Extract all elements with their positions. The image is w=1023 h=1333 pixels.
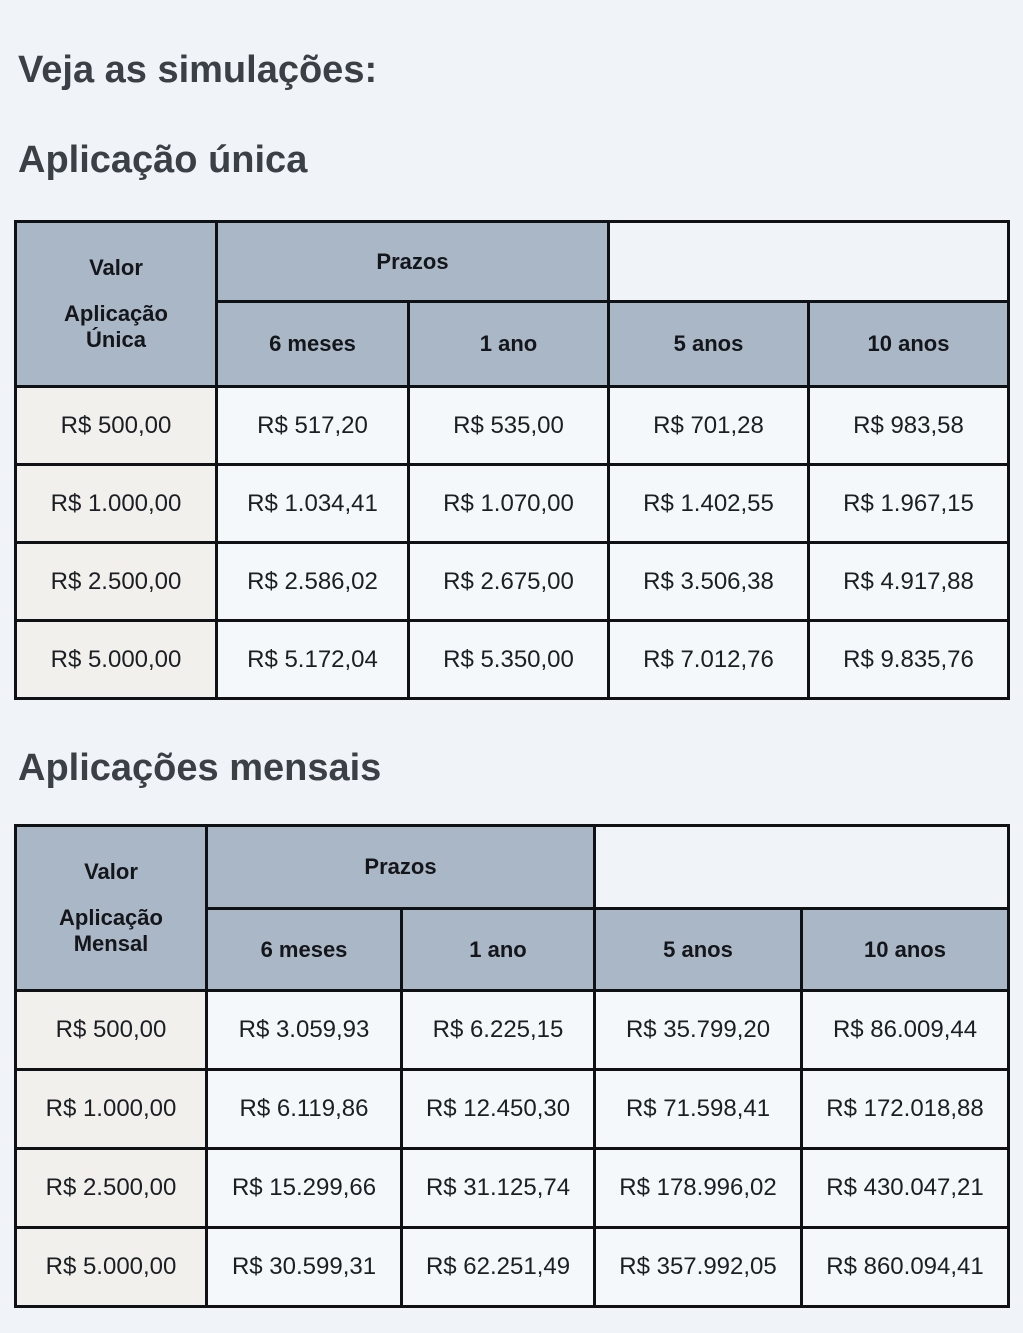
table-row: R$ 1.000,00 R$ 6.119,86 R$ 12.450,30 R$ … (14, 1068, 1010, 1150)
value-cell: R$ 430.047,21 (800, 1147, 1010, 1229)
value-cell: R$ 1.034,41 (215, 463, 410, 544)
value-cell: R$ 701,28 (607, 385, 810, 466)
corner-label-valor: Valor (89, 255, 143, 280)
row-label-cell: R$ 2.500,00 (14, 541, 218, 622)
row-label-cell: R$ 500,00 (14, 989, 208, 1071)
value-cell: R$ 7.012,76 (607, 619, 810, 700)
table-aplicacoes-mensais: Valor Aplicação Mensal Prazos 6 meses 1 … (14, 824, 1010, 1308)
table-row: R$ 5.000,00 R$ 5.172,04 R$ 5.350,00 R$ 7… (14, 619, 1010, 700)
value-cell: R$ 15.299,66 (205, 1147, 403, 1229)
row-label-cell: R$ 500,00 (14, 385, 218, 466)
value-cell: R$ 983,58 (807, 385, 1010, 466)
value-cell: R$ 31.125,74 (400, 1147, 596, 1229)
value-cell: R$ 357.992,05 (593, 1226, 803, 1308)
value-cell: R$ 12.450,30 (400, 1068, 596, 1150)
row-label-cell: R$ 1.000,00 (14, 463, 218, 544)
prazos-group-header: Prazos (205, 824, 596, 910)
value-cell: R$ 5.350,00 (407, 619, 610, 700)
value-cell: R$ 30.599,31 (205, 1226, 403, 1308)
value-cell: R$ 6.119,86 (205, 1068, 403, 1150)
value-cell: R$ 3.506,38 (607, 541, 810, 622)
header-spacer (607, 220, 1010, 303)
col-header-6-meses: 6 meses (205, 907, 403, 992)
table-row: R$ 2.500,00 R$ 2.586,02 R$ 2.675,00 R$ 3… (14, 541, 1010, 622)
value-cell: R$ 860.094,41 (800, 1226, 1010, 1308)
row-label-cell: R$ 2.500,00 (14, 1147, 208, 1229)
col-header-1-ano: 1 ano (407, 300, 610, 388)
page-title: Veja as simulações: (18, 49, 378, 91)
col-header-5-anos: 5 anos (607, 300, 810, 388)
corner-header-cell: Valor Aplicação Mensal (14, 824, 208, 992)
value-cell: R$ 6.225,15 (400, 989, 596, 1071)
value-cell: R$ 1.070,00 (407, 463, 610, 544)
col-header-1-ano: 1 ano (400, 907, 596, 992)
header-spacer (593, 824, 1010, 910)
value-cell: R$ 1.967,15 (807, 463, 1010, 544)
corner-label-aplicacao-unica: Aplicação Única (64, 301, 168, 352)
value-cell: R$ 71.598,41 (593, 1068, 803, 1150)
table-aplicacao-unica: Valor Aplicação Única Prazos 6 meses 1 a… (14, 220, 1010, 700)
table-row: R$ 500,00 R$ 517,20 R$ 535,00 R$ 701,28 … (14, 385, 1010, 466)
value-cell: R$ 5.172,04 (215, 619, 410, 700)
value-cell: R$ 9.835,76 (807, 619, 1010, 700)
corner-label-aplicacao-mensal: Aplicação Mensal (59, 905, 163, 956)
value-cell: R$ 2.586,02 (215, 541, 410, 622)
value-cell: R$ 172.018,88 (800, 1068, 1010, 1150)
row-label-cell: R$ 5.000,00 (14, 1226, 208, 1308)
section-title-aplicacoes-mensais: Aplicações mensais (18, 747, 382, 789)
table-row: R$ 500,00 R$ 3.059,93 R$ 6.225,15 R$ 35.… (14, 989, 1010, 1071)
col-header-6-meses: 6 meses (215, 300, 410, 388)
col-header-10-anos: 10 anos (800, 907, 1010, 992)
corner-header-cell: Valor Aplicação Única (14, 220, 218, 388)
value-cell: R$ 3.059,93 (205, 989, 403, 1071)
value-cell: R$ 2.675,00 (407, 541, 610, 622)
col-header-10-anos: 10 anos (807, 300, 1010, 388)
table-row: R$ 5.000,00 R$ 30.599,31 R$ 62.251,49 R$… (14, 1226, 1010, 1308)
value-cell: R$ 1.402,55 (607, 463, 810, 544)
value-cell: R$ 62.251,49 (400, 1226, 596, 1308)
value-cell: R$ 4.917,88 (807, 541, 1010, 622)
row-label-cell: R$ 5.000,00 (14, 619, 218, 700)
value-cell: R$ 517,20 (215, 385, 410, 466)
value-cell: R$ 178.996,02 (593, 1147, 803, 1229)
col-header-5-anos: 5 anos (593, 907, 803, 992)
section-title-aplicacao-unica: Aplicação única (18, 139, 308, 181)
table-row: R$ 2.500,00 R$ 15.299,66 R$ 31.125,74 R$… (14, 1147, 1010, 1229)
value-cell: R$ 535,00 (407, 385, 610, 466)
row-label-cell: R$ 1.000,00 (14, 1068, 208, 1150)
corner-label-valor: Valor (84, 859, 138, 884)
value-cell: R$ 86.009,44 (800, 989, 1010, 1071)
table-row: R$ 1.000,00 R$ 1.034,41 R$ 1.070,00 R$ 1… (14, 463, 1010, 544)
value-cell: R$ 35.799,20 (593, 989, 803, 1071)
prazos-group-header: Prazos (215, 220, 610, 303)
